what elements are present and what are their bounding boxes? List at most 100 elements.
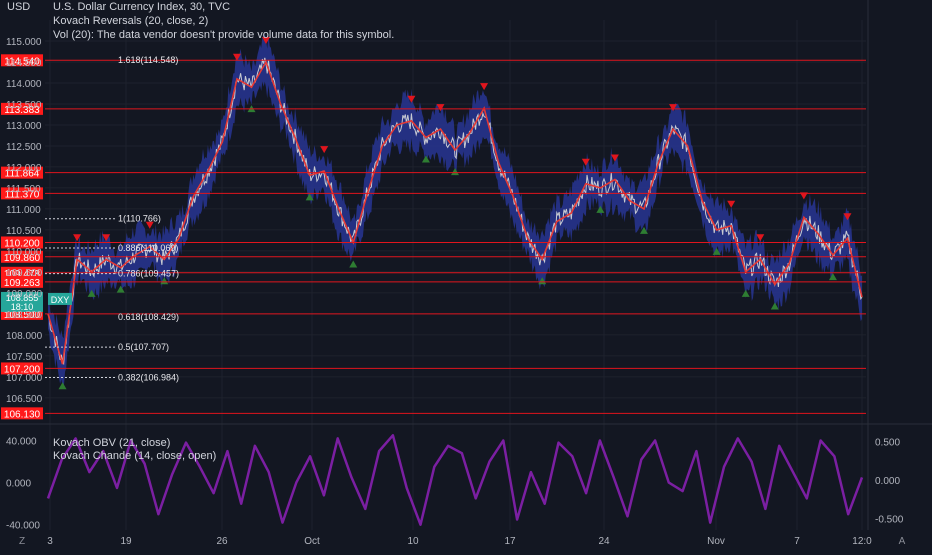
reversal-markers xyxy=(58,36,852,390)
osc-right-tick: 0.500 xyxy=(875,438,900,449)
level-price-label: 109.263 xyxy=(4,278,41,289)
current-time-label: 18:10 xyxy=(11,302,34,312)
x-tick-label: 3 xyxy=(47,536,53,547)
y-tick-label: 109.500 xyxy=(6,268,43,279)
level-price-label: 110.200 xyxy=(4,238,40,249)
osc-left-tick: 40.000 xyxy=(6,437,37,448)
reversal-up-marker xyxy=(639,226,648,234)
y-tick-label: 111.500 xyxy=(6,184,41,195)
reversal-down-marker xyxy=(581,158,590,166)
reversal-up-marker xyxy=(421,155,430,163)
reversal-down-marker xyxy=(436,104,445,112)
oscillator-obv-label[interactable]: Kovach OBV (21, close) xyxy=(53,437,171,449)
y-tick-label: 107.500 xyxy=(6,352,43,363)
level-price-tag xyxy=(1,187,43,200)
reversal-up-marker xyxy=(828,273,837,281)
level-price-tag xyxy=(1,166,43,179)
y-tick-label: 113.500 xyxy=(6,100,42,111)
reversal-down-marker xyxy=(232,53,241,61)
level-price-label: 108.500 xyxy=(4,310,41,321)
reversal-down-marker xyxy=(480,83,489,91)
x-tick-label: Oct xyxy=(304,536,320,547)
x-tick-label: Nov xyxy=(707,536,725,547)
current-price-label: 108.855 xyxy=(6,293,39,303)
reversal-down-marker xyxy=(669,104,678,112)
level-price-label: 109.478 xyxy=(4,269,41,280)
x-tick-label: 24 xyxy=(598,536,610,547)
reversal-down-marker xyxy=(145,221,154,229)
price-line xyxy=(47,57,863,366)
level-price-label: 111.370 xyxy=(5,189,40,200)
y-tick-label: 111.000 xyxy=(6,205,41,216)
reversal-up-marker xyxy=(160,277,169,285)
indicator-reversals-label[interactable]: Kovach Reversals (20, close, 2) xyxy=(53,15,209,27)
symbol-label: DXY xyxy=(51,295,70,305)
y-tick-label: 112.000 xyxy=(6,163,42,174)
reversal-up-marker xyxy=(741,289,750,297)
reversal-down-marker xyxy=(320,146,329,154)
moving-average-line xyxy=(47,60,863,365)
reversal-down-marker xyxy=(102,234,111,242)
current-price-tag xyxy=(1,291,43,312)
level-price-label: 114.540 xyxy=(4,56,40,67)
level-price-tag xyxy=(1,54,43,67)
reversal-up-marker xyxy=(451,168,459,176)
x-tick-label: 10 xyxy=(407,536,419,547)
fib-label: 0.5(107.707) xyxy=(118,342,169,352)
fib-label: 0.382(106.984) xyxy=(118,372,179,382)
x-tick-label: 7 xyxy=(794,536,800,547)
y-tick-label: 114.000 xyxy=(6,79,42,90)
currency-label: USD xyxy=(7,1,31,13)
reversal-up-marker xyxy=(538,277,547,285)
y-tick-label: 112.500 xyxy=(6,142,42,153)
reversal-up-marker xyxy=(58,382,67,390)
price-axis[interactable]: 115.000 114.500 114.000 113.500 113.000 112.5… xyxy=(6,37,43,405)
reversal-up-marker xyxy=(305,193,314,201)
reversal-down-marker xyxy=(727,200,736,208)
reversal-up-marker xyxy=(87,289,96,297)
y-tick-label: 108.500 xyxy=(6,310,43,321)
indicator-volume-label[interactable]: Vol (20): The data vendor doesn't provid… xyxy=(53,29,395,41)
level-price-tag xyxy=(1,266,43,279)
x-tick-label: 12:0 xyxy=(852,536,872,547)
osc-left-tick: 0.000 xyxy=(6,479,31,490)
chart-title[interactable]: U.S. Dollar Currency Index, 30, TVC xyxy=(53,1,231,13)
symbol-tag xyxy=(48,292,72,305)
reversal-down-marker xyxy=(799,192,808,200)
reversal-up-marker xyxy=(116,285,125,293)
reversal-down-marker xyxy=(407,95,416,103)
level-price-tag xyxy=(1,250,43,263)
fib-label: 0.886(110.069) xyxy=(118,243,178,253)
level-price-label: 113.383 xyxy=(4,105,40,116)
time-axis[interactable]: 3 19 26 Oct 10 17 24 Nov 7 12:0 Z A xyxy=(19,536,906,547)
fib-label: 0.618(108.429) xyxy=(118,312,179,322)
oscillator-pane: 40.000 0.000 -40.000 0.500 0.000 -0.500 xyxy=(0,0,932,532)
y-tick-label: 109.000 xyxy=(6,289,43,300)
level-price-tag xyxy=(1,236,43,249)
reversal-up-marker xyxy=(349,260,358,268)
reversal-down-marker xyxy=(610,154,619,162)
level-price-tag xyxy=(1,362,43,375)
osc-left-tick: -40.000 xyxy=(6,521,40,532)
oscillator-chande-label[interactable]: Kovach Chande (14, close, open) xyxy=(53,450,217,462)
y-tick-label: 114.500 xyxy=(6,58,42,69)
y-tick-label: 110.000 xyxy=(6,247,42,258)
reversal-up-marker xyxy=(596,205,605,213)
osc-right-tick: -0.500 xyxy=(875,514,904,525)
y-tick-label: 106.500 xyxy=(6,394,43,405)
reversal-down-marker xyxy=(262,36,271,44)
level-price-tag xyxy=(1,407,43,420)
y-tick-label: 107.000 xyxy=(6,373,43,384)
zoom-icon: Z xyxy=(19,536,25,547)
y-tick-label: 110.500 xyxy=(6,226,42,237)
level-price-label: 107.200 xyxy=(4,364,41,375)
fib-label: 1.618(114.548) xyxy=(118,55,178,65)
level-price-tag xyxy=(1,275,43,288)
level-price-label: 111.864 xyxy=(5,169,40,180)
y-tick-label: 115.000 xyxy=(6,37,42,48)
x-tick-label: 19 xyxy=(120,536,132,547)
auto-scale-icon: A xyxy=(899,536,906,547)
x-tick-label: 26 xyxy=(216,536,228,547)
